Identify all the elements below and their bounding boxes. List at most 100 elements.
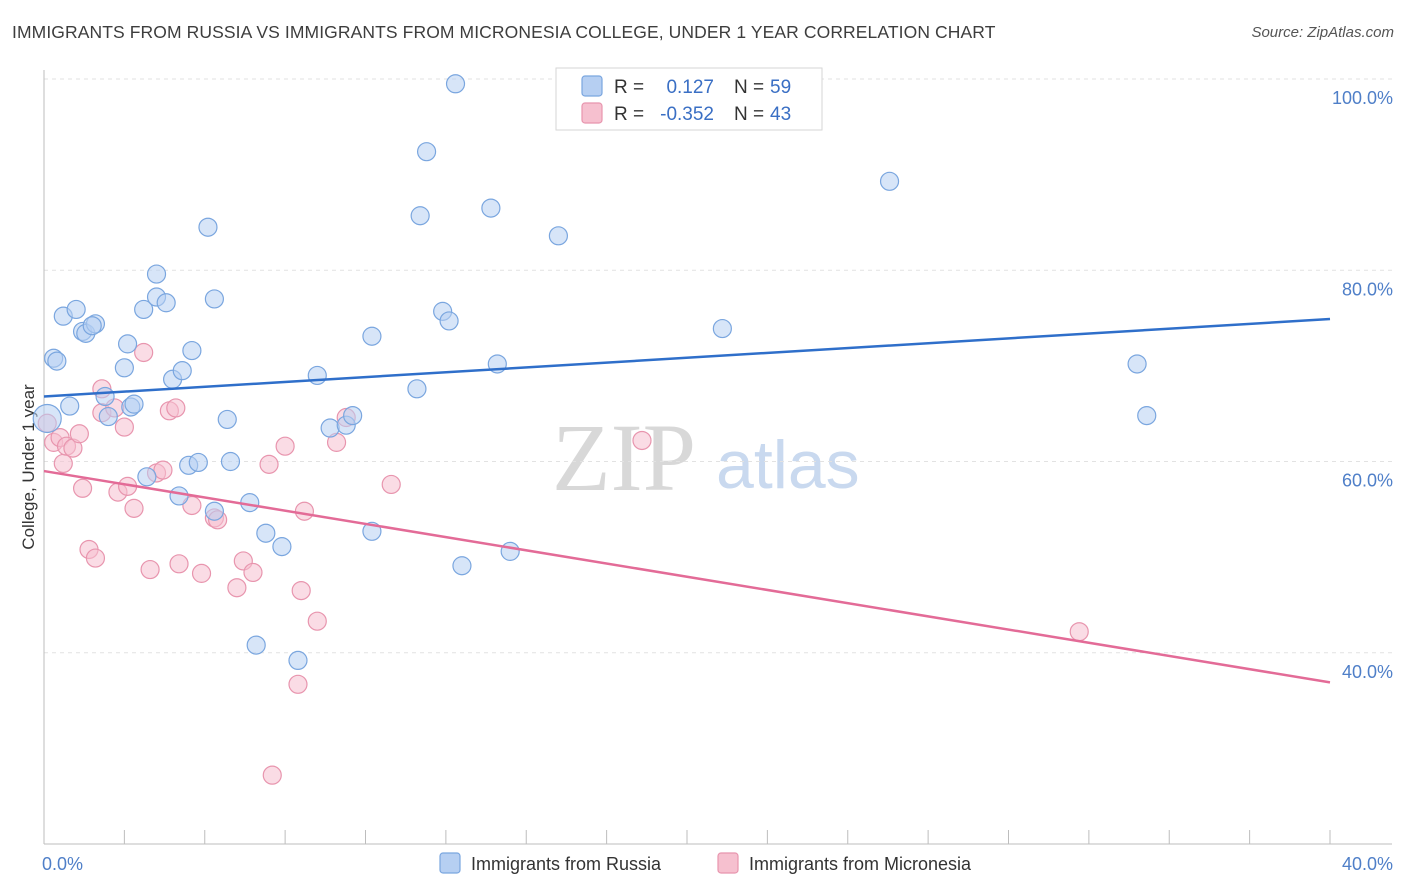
point-russia-23: [172, 361, 192, 381]
series-russia-points: [32, 74, 1157, 671]
point-micronesia-41: [632, 430, 652, 451]
point-russia-31: [220, 451, 241, 472]
legend-swatch-micronesia: [581, 102, 603, 124]
point-russia-9: [82, 316, 102, 336]
legend-n-label-russia: N =: [734, 77, 764, 98]
watermark: ZIP atlas: [552, 404, 860, 511]
point-russia-0: [32, 403, 62, 434]
point-russia-27: [198, 217, 218, 237]
legend-swatch-russia: [581, 75, 603, 97]
point-micronesia-6: [69, 424, 89, 444]
watermark-atlas: atlas: [716, 427, 860, 503]
point-russia-50: [481, 198, 501, 218]
point-micronesia-18: [140, 559, 160, 580]
point-micronesia-30: [243, 562, 263, 583]
point-russia-5: [66, 299, 86, 320]
point-russia-10: [95, 386, 115, 407]
point-micronesia-25: [191, 563, 212, 583]
x-ticks: [43, 830, 1331, 844]
point-russia-33: [246, 635, 266, 655]
source-label: Source: ZipAtlas.com: [1251, 24, 1394, 41]
point-russia-20: [137, 467, 157, 487]
point-russia-11: [98, 406, 118, 427]
point-russia-48: [445, 74, 466, 94]
point-russia-47: [439, 311, 459, 331]
point-micronesia-33: [275, 436, 295, 456]
trend-line-russia: [43, 317, 1331, 398]
point-russia-29: [204, 501, 224, 521]
point-russia-43: [407, 379, 427, 399]
point-micronesia-32: [262, 765, 282, 785]
point-russia-57: [1137, 406, 1157, 426]
axes: [43, 70, 1392, 845]
x-tick-label-1: 40.0%: [1342, 854, 1393, 874]
trend-lines: [43, 317, 1331, 684]
point-russia-56: [1127, 354, 1147, 374]
bottom-legend-swatch-micronesia: [717, 852, 739, 874]
point-micronesia-35: [291, 580, 311, 601]
x-tick-labels: 0.0% 40.0%: [42, 854, 1393, 874]
legend-r-label-micronesia: R =: [614, 104, 644, 125]
point-micronesia-28: [227, 578, 247, 598]
point-russia-15: [124, 394, 144, 414]
point-micronesia-22: [166, 398, 186, 418]
series-micronesia-points: [37, 342, 1089, 785]
point-russia-35: [272, 537, 292, 557]
point-micronesia-42: [1069, 622, 1089, 642]
chart-title: IMMIGRANTS FROM RUSSIA VS IMMIGRANTS FRO…: [12, 22, 996, 42]
point-micronesia-9: [85, 548, 106, 568]
legend-r-value-russia: 0.127: [666, 77, 714, 98]
legend: R = 0.127 N = 59 R = -0.352 N = 43: [555, 67, 823, 131]
point-micronesia-37: [307, 611, 327, 631]
point-micronesia-23: [169, 554, 189, 574]
point-russia-44: [410, 206, 430, 226]
point-russia-3: [60, 396, 80, 416]
point-russia-19: [156, 293, 176, 313]
legend-n-value-russia: 59: [770, 77, 791, 98]
trend-line-micronesia: [43, 469, 1331, 684]
point-russia-38: [320, 418, 340, 438]
legend-n-value-micronesia: 43: [770, 104, 791, 125]
point-russia-24: [182, 340, 202, 361]
point-micronesia-16: [124, 498, 144, 518]
point-russia-34: [256, 523, 276, 543]
point-micronesia-31: [259, 454, 279, 474]
point-russia-28: [204, 289, 224, 309]
point-russia-2: [47, 351, 67, 371]
point-micronesia-36: [294, 501, 315, 521]
bottom-legend-label-micronesia: Immigrants from Micronesia: [749, 854, 972, 874]
point-russia-26: [188, 452, 208, 473]
point-russia-16: [134, 299, 154, 320]
point-micronesia-17: [134, 342, 154, 363]
y-tick-labels: 100.0% 80.0% 60.0% 40.0%: [1332, 88, 1393, 682]
y-tick-label-0: 100.0%: [1332, 88, 1393, 108]
point-russia-36: [288, 650, 308, 671]
point-micronesia-14: [114, 417, 134, 437]
point-russia-53: [548, 226, 569, 246]
point-russia-41: [362, 326, 382, 346]
point-micronesia-7: [72, 478, 93, 498]
point-micronesia-3: [53, 453, 73, 474]
y-tick-label-1: 80.0%: [1342, 279, 1393, 299]
point-russia-37: [307, 365, 327, 386]
point-micronesia-20: [153, 460, 173, 480]
bottom-legend: Immigrants from Russia Immigrants from M…: [439, 852, 972, 874]
point-russia-22: [169, 486, 189, 506]
y-axis-title: College, Under 1 year: [19, 384, 38, 550]
point-russia-40: [343, 406, 363, 426]
y-tick-label-2: 60.0%: [1342, 471, 1393, 491]
point-russia-55: [879, 171, 900, 191]
point-russia-12: [117, 334, 138, 354]
point-russia-49: [452, 556, 472, 576]
legend-n-label-micronesia: N =: [734, 104, 764, 125]
point-russia-13: [114, 358, 134, 378]
bottom-legend-swatch-russia: [439, 852, 461, 874]
point-russia-30: [217, 409, 237, 430]
x-tick-label-0: 0.0%: [42, 854, 83, 874]
point-micronesia-40: [381, 474, 401, 495]
y-tick-label-3: 40.0%: [1342, 662, 1393, 682]
legend-r-value-micronesia: -0.352: [660, 104, 714, 125]
bottom-legend-label-russia: Immigrants from Russia: [471, 854, 662, 874]
point-russia-52: [500, 541, 520, 561]
